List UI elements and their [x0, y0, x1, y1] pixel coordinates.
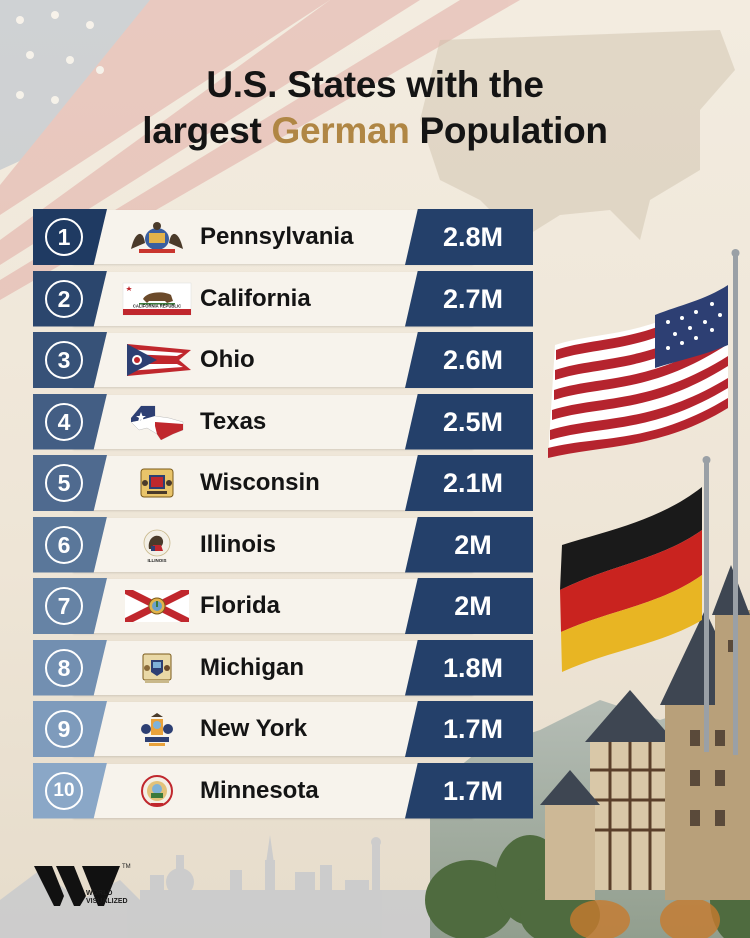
rank-badge: 9	[33, 701, 107, 757]
svg-text:ILLINOIS: ILLINOIS	[148, 558, 167, 563]
title-line-2: largest German Population	[0, 108, 750, 154]
rank-number: 7	[45, 587, 83, 625]
rank-badge: 10	[33, 762, 107, 819]
title-line-2-post: Population	[409, 110, 608, 151]
rank-number: 3	[45, 341, 83, 379]
state-name: Minnesota	[200, 776, 319, 804]
table-row: 3 Ohio 2.6M	[33, 332, 533, 388]
rank-badge: 1	[33, 209, 107, 265]
minnesota-seal-icon	[121, 773, 193, 809]
state-name: Ohio	[200, 346, 255, 373]
rank-number: 8	[45, 648, 83, 687]
population-value: 2.1M	[405, 455, 533, 511]
rank-number: 10	[45, 771, 83, 810]
row-background	[73, 702, 473, 756]
logo-text-line-1: WORLD	[86, 890, 113, 897]
rank-badge: 5	[33, 455, 107, 511]
ohio-flag-icon	[121, 342, 193, 378]
new-york-seal-icon	[121, 711, 193, 747]
florida-flag-icon	[121, 588, 193, 624]
row-background	[73, 517, 473, 572]
table-row: 10 Minnesota 1.7M	[33, 762, 533, 819]
wisconsin-seal-icon	[121, 465, 193, 501]
population-value: 2.6M	[405, 332, 533, 388]
table-row: 1 Pennsylvania 2.8M	[33, 209, 533, 265]
texas-map-flag-icon	[121, 404, 193, 440]
logo-tm: TM	[122, 864, 131, 870]
rank-badge: 2	[33, 270, 107, 327]
population-value: 2.5M	[405, 393, 533, 450]
table-row: 4 Texas 2.5M	[33, 393, 533, 450]
rank-number: 4	[45, 402, 83, 441]
illinois-seal-icon: ILLINOIS	[121, 527, 193, 563]
rank-number: 6	[45, 525, 83, 564]
rank-badge: 3	[33, 332, 107, 388]
state-name: Illinois	[200, 530, 277, 558]
logo-mark-icon	[34, 866, 120, 906]
chart-title: U.S. States with the largest German Popu…	[0, 62, 750, 154]
population-value: 2.7M	[405, 270, 533, 327]
table-row: 5 Wisconsin 2.1M	[33, 455, 533, 511]
state-name: Texas	[200, 407, 267, 435]
row-background	[73, 763, 473, 818]
rank-number: 5	[45, 464, 83, 502]
population-value: 1.7M	[405, 762, 533, 819]
logo-text: WORLD VISUALIZED	[86, 890, 146, 906]
title-line-2-pre: largest	[142, 110, 272, 151]
michigan-seal-icon	[121, 650, 193, 686]
population-value: 1.7M	[405, 701, 533, 757]
table-row: 8 Michigan 1.8M	[33, 639, 533, 696]
table-row: 7 Florida 2M	[33, 578, 533, 634]
state-name: Pennsylvania	[200, 223, 354, 250]
state-name: New York	[200, 715, 308, 742]
german-flag-waving	[560, 487, 702, 672]
row-background	[73, 640, 473, 695]
svg-text:CALIFORNIA REPUBLIC: CALIFORNIA REPUBLIC	[133, 303, 181, 308]
rank-badge: 6	[33, 516, 107, 573]
state-name: California	[200, 284, 311, 312]
title-line-1: U.S. States with the	[206, 64, 544, 105]
table-row: 9 New York 1.7M	[33, 701, 533, 757]
population-value: 2M	[405, 578, 533, 634]
pennsylvania-flag-icon	[121, 219, 193, 255]
logo-text-line-2: VISUALIZED	[86, 898, 128, 905]
row-background	[73, 456, 473, 510]
flag-poles	[702, 249, 740, 755]
table-row: 2 CALIFORNIA REPUBLIC California 2.7M	[33, 270, 533, 327]
rank-badge: 8	[33, 639, 107, 696]
table-row: 6 ILLINOIS Illinois 2M	[33, 516, 533, 573]
state-name: Wisconsin	[200, 469, 320, 496]
world-visualized-logo: TM WORLD VISUALIZED	[34, 862, 134, 918]
faded-us-map-decoration	[420, 30, 735, 240]
title-accent-word: German	[271, 110, 410, 151]
state-name: Florida	[200, 592, 281, 619]
population-value: 2.8M	[405, 209, 533, 265]
population-value: 2M	[405, 516, 533, 573]
skyline-silhouette	[0, 835, 440, 938]
rank-badge: 4	[33, 393, 107, 450]
rank-number: 9	[45, 710, 83, 748]
california-flag-icon: CALIFORNIA REPUBLIC	[121, 281, 193, 317]
population-value: 1.8M	[405, 639, 533, 696]
rank-number: 2	[45, 279, 83, 318]
us-flag-waving	[548, 285, 728, 458]
rank-badge: 7	[33, 578, 107, 634]
state-name: Michigan	[200, 653, 305, 681]
rank-number: 1	[45, 218, 83, 256]
